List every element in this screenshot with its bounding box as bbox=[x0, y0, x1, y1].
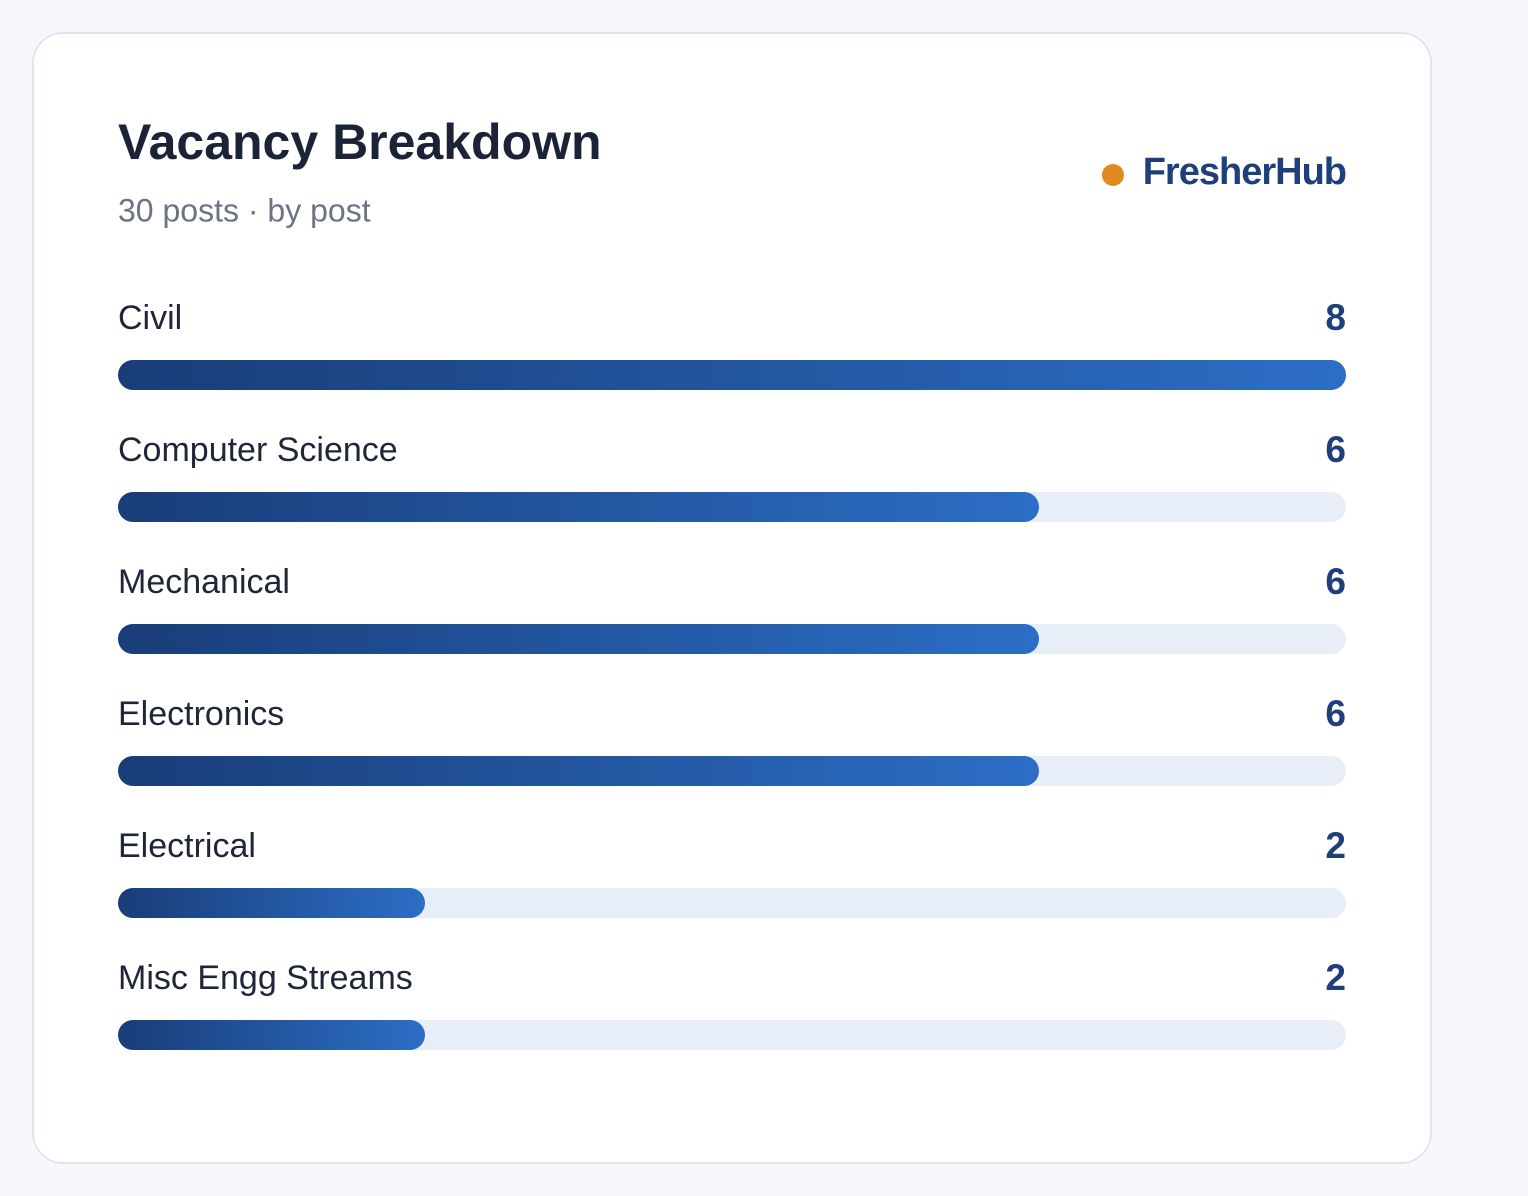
card bbox=[32, 32, 1432, 1164]
bar bbox=[118, 888, 425, 918]
bar bbox=[118, 624, 1039, 654]
category-label: Misc Engg Streams bbox=[118, 959, 413, 997]
bar bbox=[118, 492, 1039, 522]
bar-track bbox=[118, 1020, 1346, 1050]
bar-track bbox=[118, 888, 1346, 918]
category-label: Electrical bbox=[118, 827, 256, 865]
value-label: 6 bbox=[1325, 429, 1346, 470]
value-label: 6 bbox=[1325, 693, 1346, 734]
category-label: Mechanical bbox=[118, 563, 290, 601]
brand-dot bbox=[1102, 164, 1124, 186]
bar bbox=[118, 1020, 425, 1050]
bar bbox=[118, 756, 1039, 786]
category-label: Civil bbox=[118, 299, 182, 337]
value-label: 6 bbox=[1325, 561, 1346, 602]
value-label: 8 bbox=[1325, 297, 1346, 338]
category-label: Computer Science bbox=[118, 431, 398, 469]
chart-title: Vacancy Breakdown bbox=[118, 114, 602, 170]
category-label: Electronics bbox=[118, 695, 284, 733]
chart-subtitle: 30 posts · by post bbox=[118, 192, 371, 228]
value-label: 2 bbox=[1325, 957, 1346, 998]
bar bbox=[118, 360, 1346, 390]
value-label: 2 bbox=[1325, 825, 1346, 866]
brand: FresherHub bbox=[1143, 151, 1346, 193]
